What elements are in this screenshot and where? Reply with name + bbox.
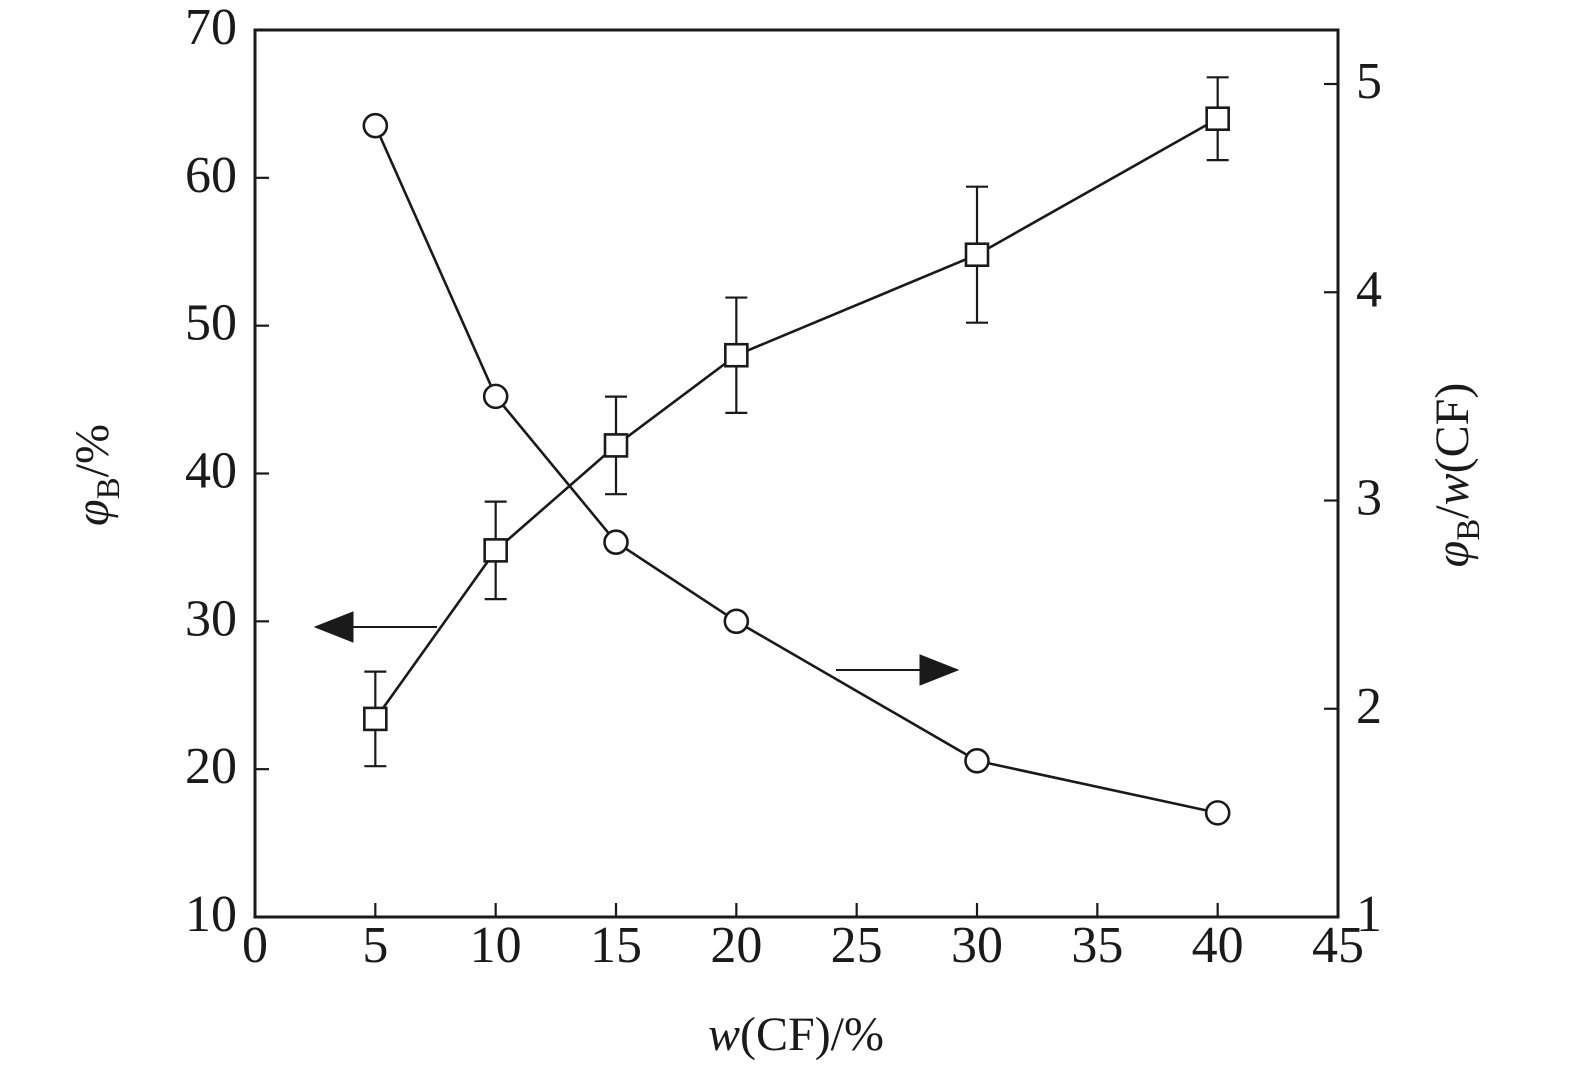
svg-text:2: 2 <box>1356 678 1382 735</box>
svg-text:w(CF)/%: w(CF)/% <box>708 1008 884 1061</box>
svg-text:25: 25 <box>831 917 883 974</box>
svg-text:60: 60 <box>185 147 237 204</box>
svg-text:φB/%: φB/% <box>66 424 127 526</box>
svg-text:40: 40 <box>1192 917 1244 974</box>
svg-text:35: 35 <box>1071 917 1123 974</box>
svg-text:0: 0 <box>242 917 268 974</box>
svg-text:φB/w(CF): φB/w(CF) <box>1426 383 1487 568</box>
svg-text:40: 40 <box>185 443 237 500</box>
svg-text:20: 20 <box>185 738 237 795</box>
svg-text:15: 15 <box>590 917 642 974</box>
svg-text:70: 70 <box>185 0 237 56</box>
svg-text:50: 50 <box>185 295 237 352</box>
svg-text:5: 5 <box>362 917 388 974</box>
svg-text:10: 10 <box>470 917 522 974</box>
svg-text:4: 4 <box>1356 261 1382 318</box>
svg-text:20: 20 <box>710 917 762 974</box>
svg-text:1: 1 <box>1356 886 1382 943</box>
svg-text:10: 10 <box>185 886 237 943</box>
svg-text:30: 30 <box>951 917 1003 974</box>
svg-text:5: 5 <box>1356 53 1382 110</box>
svg-text:30: 30 <box>185 590 237 647</box>
svg-text:3: 3 <box>1356 470 1382 527</box>
